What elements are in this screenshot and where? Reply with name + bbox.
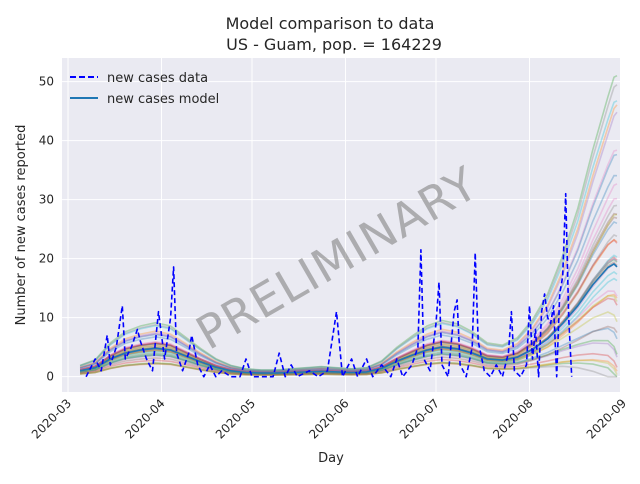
y-tick-label: 0 — [46, 370, 54, 384]
legend-label-model: new cases model — [107, 92, 219, 107]
ensemble-trace — [79, 149, 618, 373]
data-series-line — [85, 192, 573, 378]
ensemble-trace — [79, 74, 618, 371]
ensemble-trace — [79, 183, 618, 374]
ensemble-trace — [80, 361, 617, 378]
ensemble-trace — [79, 197, 618, 374]
y-tick-labels: 0 10 20 30 40 50 — [39, 75, 54, 384]
y-tick-label: 30 — [39, 193, 54, 207]
chart-title: Model comparison to data — [226, 14, 435, 33]
plot-area — [62, 58, 620, 392]
legend: new cases data new cases model — [70, 71, 219, 107]
ensemble-trace — [79, 238, 618, 374]
y-tick-label: 10 — [39, 311, 54, 325]
y-tick-label: 50 — [39, 75, 54, 89]
ensemble-trace — [80, 358, 618, 376]
series-lines — [79, 192, 618, 378]
chart-subtitle: US - Guam, pop. = 164229 — [226, 35, 442, 54]
ensemble-trace — [80, 359, 618, 376]
ensemble-trace — [79, 104, 618, 372]
ensemble-trace — [79, 153, 618, 373]
legend-label-data: new cases data — [107, 71, 208, 86]
x-axis-label: Day — [318, 451, 344, 466]
y-tick-label: 40 — [39, 134, 54, 148]
ensemble-trace — [79, 111, 618, 373]
y-axis-label: Number of new cases reported — [14, 125, 29, 326]
y-tick-label: 20 — [39, 252, 54, 266]
ensemble-trace — [80, 361, 618, 378]
ensemble-trace — [79, 174, 618, 373]
gridlines — [62, 58, 624, 392]
